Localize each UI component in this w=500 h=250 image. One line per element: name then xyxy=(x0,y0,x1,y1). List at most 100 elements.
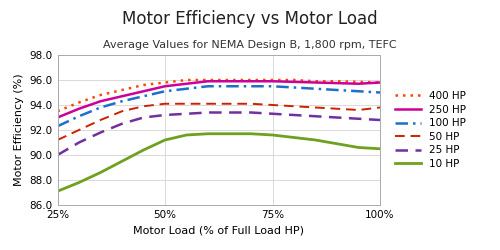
Line: 400 HP: 400 HP xyxy=(58,80,380,111)
100 HP xyxy=(270,85,276,88)
250 HP xyxy=(184,82,190,85)
Text: Average Values for NEMA Design B, 1,800 rpm, TEFC: Average Values for NEMA Design B, 1,800 … xyxy=(103,40,397,50)
10 HP xyxy=(334,142,340,145)
50 HP xyxy=(162,102,168,105)
250 HP xyxy=(54,116,60,119)
400 HP xyxy=(312,80,318,83)
10 HP xyxy=(140,148,146,152)
100 HP xyxy=(334,88,340,92)
250 HP xyxy=(76,107,82,110)
Y-axis label: Motor Efficiency (%): Motor Efficiency (%) xyxy=(14,74,24,186)
50 HP xyxy=(119,110,125,113)
25 HP xyxy=(226,111,232,114)
400 HP xyxy=(184,78,190,82)
400 HP xyxy=(205,78,211,82)
250 HP xyxy=(140,90,146,93)
400 HP xyxy=(248,78,254,82)
Line: 50 HP: 50 HP xyxy=(58,104,380,140)
250 HP xyxy=(162,85,168,88)
10 HP xyxy=(377,147,383,150)
100 HP xyxy=(140,95,146,98)
100 HP xyxy=(205,85,211,88)
250 HP xyxy=(119,95,125,98)
250 HP xyxy=(226,80,232,83)
100 HP xyxy=(162,90,168,93)
10 HP xyxy=(356,146,362,149)
50 HP xyxy=(140,105,146,108)
10 HP xyxy=(184,134,190,136)
100 HP xyxy=(291,86,297,89)
50 HP xyxy=(248,102,254,105)
250 HP xyxy=(248,80,254,83)
25 HP xyxy=(377,118,383,122)
250 HP xyxy=(356,82,362,85)
50 HP xyxy=(184,102,190,105)
10 HP xyxy=(76,181,82,184)
25 HP xyxy=(248,111,254,114)
50 HP xyxy=(356,108,362,112)
100 HP xyxy=(184,87,190,90)
250 HP xyxy=(291,80,297,84)
400 HP xyxy=(334,80,340,83)
10 HP xyxy=(248,132,254,135)
10 HP xyxy=(291,136,297,139)
50 HP xyxy=(98,118,103,122)
400 HP xyxy=(119,88,125,92)
25 HP xyxy=(291,114,297,116)
25 HP xyxy=(76,141,82,144)
100 HP xyxy=(248,85,254,88)
400 HP xyxy=(226,78,232,82)
10 HP xyxy=(162,138,168,141)
10 HP xyxy=(205,132,211,135)
50 HP xyxy=(54,138,60,141)
400 HP xyxy=(140,84,146,86)
250 HP xyxy=(270,80,276,83)
10 HP xyxy=(98,171,103,174)
50 HP xyxy=(312,106,318,109)
400 HP xyxy=(76,101,82,104)
50 HP xyxy=(76,128,82,132)
100 HP xyxy=(76,115,82,118)
50 HP xyxy=(226,102,232,105)
100 HP xyxy=(54,125,60,128)
400 HP xyxy=(356,80,362,84)
400 HP xyxy=(162,81,168,84)
25 HP xyxy=(205,111,211,114)
100 HP xyxy=(312,87,318,90)
250 HP xyxy=(334,82,340,84)
100 HP xyxy=(226,85,232,88)
250 HP xyxy=(377,81,383,84)
25 HP xyxy=(54,154,60,156)
25 HP xyxy=(184,112,190,115)
Line: 25 HP: 25 HP xyxy=(58,112,380,155)
50 HP xyxy=(205,102,211,105)
X-axis label: Motor Load (% of Full Load HP): Motor Load (% of Full Load HP) xyxy=(133,226,304,235)
10 HP xyxy=(226,132,232,135)
400 HP xyxy=(270,78,276,82)
50 HP xyxy=(377,106,383,109)
Legend: 400 HP, 250 HP, 100 HP, 50 HP, 25 HP, 10 HP: 400 HP, 250 HP, 100 HP, 50 HP, 25 HP, 10… xyxy=(395,91,466,169)
10 HP xyxy=(270,134,276,136)
100 HP xyxy=(98,106,103,109)
Line: 100 HP: 100 HP xyxy=(58,86,380,126)
250 HP xyxy=(205,80,211,83)
100 HP xyxy=(377,91,383,94)
50 HP xyxy=(270,104,276,106)
10 HP xyxy=(312,138,318,141)
25 HP xyxy=(270,112,276,115)
10 HP xyxy=(119,160,125,163)
25 HP xyxy=(162,114,168,116)
Line: 250 HP: 250 HP xyxy=(58,81,380,118)
Line: 10 HP: 10 HP xyxy=(58,134,380,191)
400 HP xyxy=(377,81,383,84)
50 HP xyxy=(291,105,297,108)
100 HP xyxy=(356,90,362,93)
400 HP xyxy=(98,94,103,96)
25 HP xyxy=(312,115,318,118)
100 HP xyxy=(119,100,125,103)
50 HP xyxy=(334,107,340,110)
Text: Motor Efficiency vs Motor Load: Motor Efficiency vs Motor Load xyxy=(122,10,378,28)
10 HP xyxy=(54,190,60,193)
25 HP xyxy=(334,116,340,119)
250 HP xyxy=(98,100,103,103)
